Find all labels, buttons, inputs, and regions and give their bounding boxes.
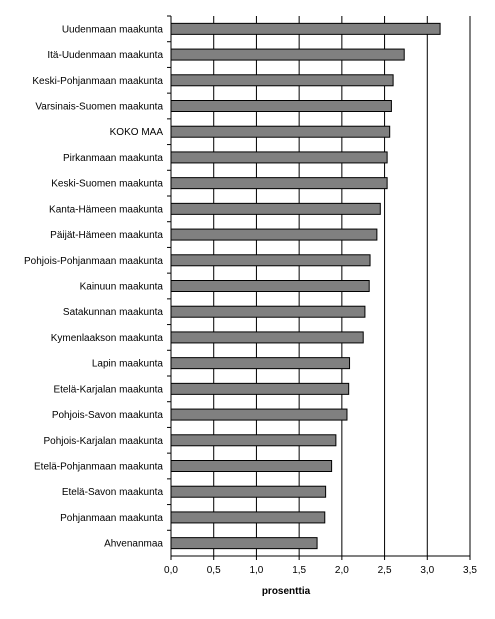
category-label: Kainuun maakunta — [80, 282, 164, 293]
bars — [170, 22, 441, 550]
bar — [170, 485, 327, 498]
category-label: Pohjois-Karjalan maakunta — [43, 436, 163, 447]
bar — [170, 460, 333, 472]
category-label: Uudenmaan maakunta — [62, 24, 164, 35]
category-label: Ahvenanmaa — [104, 539, 163, 550]
category-label: Itä-Uudenmaan maakunta — [47, 50, 163, 61]
x-tick-label: 3,0 — [420, 565, 434, 576]
x-tick-label: 2,5 — [378, 565, 392, 576]
bar — [170, 177, 388, 190]
bar — [170, 22, 441, 35]
x-tick-label: 0,0 — [164, 565, 178, 576]
category-label: Kymenlaakson maakunta — [51, 333, 164, 344]
bar — [170, 100, 392, 112]
category-label: Satakunnan maakunta — [63, 307, 164, 318]
x-tick-label: 0,5 — [207, 565, 221, 576]
category-label: Etelä-Pohjanmaan maakunta — [34, 462, 163, 473]
bar — [170, 254, 371, 267]
bar — [170, 537, 318, 550]
bar — [170, 357, 351, 370]
category-label: Pirkanmaan maakunta — [63, 153, 163, 164]
bar — [170, 280, 370, 292]
category-label: Pohjanmaan maakunta — [60, 513, 163, 524]
bar — [170, 125, 391, 138]
bar — [170, 202, 381, 215]
bar — [170, 228, 378, 241]
category-label: Pohjois-Pohjanmaan maakunta — [24, 256, 163, 267]
tick-labels: 0,0 0,5 1,0 1,5 2,0 2,5 3,0 3,5 — [164, 556, 477, 576]
x-tick-label: 2,0 — [335, 565, 349, 576]
bar — [170, 151, 388, 164]
category-label: Päijät-Hämeen maakunta — [50, 230, 163, 241]
x-tick-label: 1,5 — [292, 565, 306, 576]
x-tick-label: 3,5 — [463, 565, 477, 576]
category-labels: Uudenmaan maakunta Itä-Uudenmaan maakunta… — [24, 15, 171, 550]
bar — [170, 331, 364, 344]
bar — [170, 48, 405, 61]
category-label: Kanta-Hämeen maakunta — [49, 204, 163, 215]
bar — [170, 305, 366, 318]
bar — [170, 74, 394, 87]
category-label: Keski-Suomen maakunta — [51, 179, 163, 190]
bar — [170, 382, 350, 395]
category-label: Pohjois-Savon maakunta — [52, 410, 164, 421]
bar — [170, 434, 337, 447]
category-label: Varsinais-Suomen maakunta — [35, 102, 163, 113]
category-label: Keski-Pohjanmaan maakunta — [32, 76, 163, 87]
category-label: Etelä-Savon maakunta — [62, 487, 164, 498]
category-label: KOKO MAA — [110, 127, 164, 138]
category-label: Lapin maakunta — [92, 359, 164, 370]
bar — [170, 408, 348, 421]
x-tick-label: 1,0 — [249, 565, 263, 576]
x-axis-title: prosenttia — [262, 586, 311, 597]
bar — [170, 511, 326, 524]
category-label: Etelä-Karjalan maakunta — [53, 384, 163, 395]
